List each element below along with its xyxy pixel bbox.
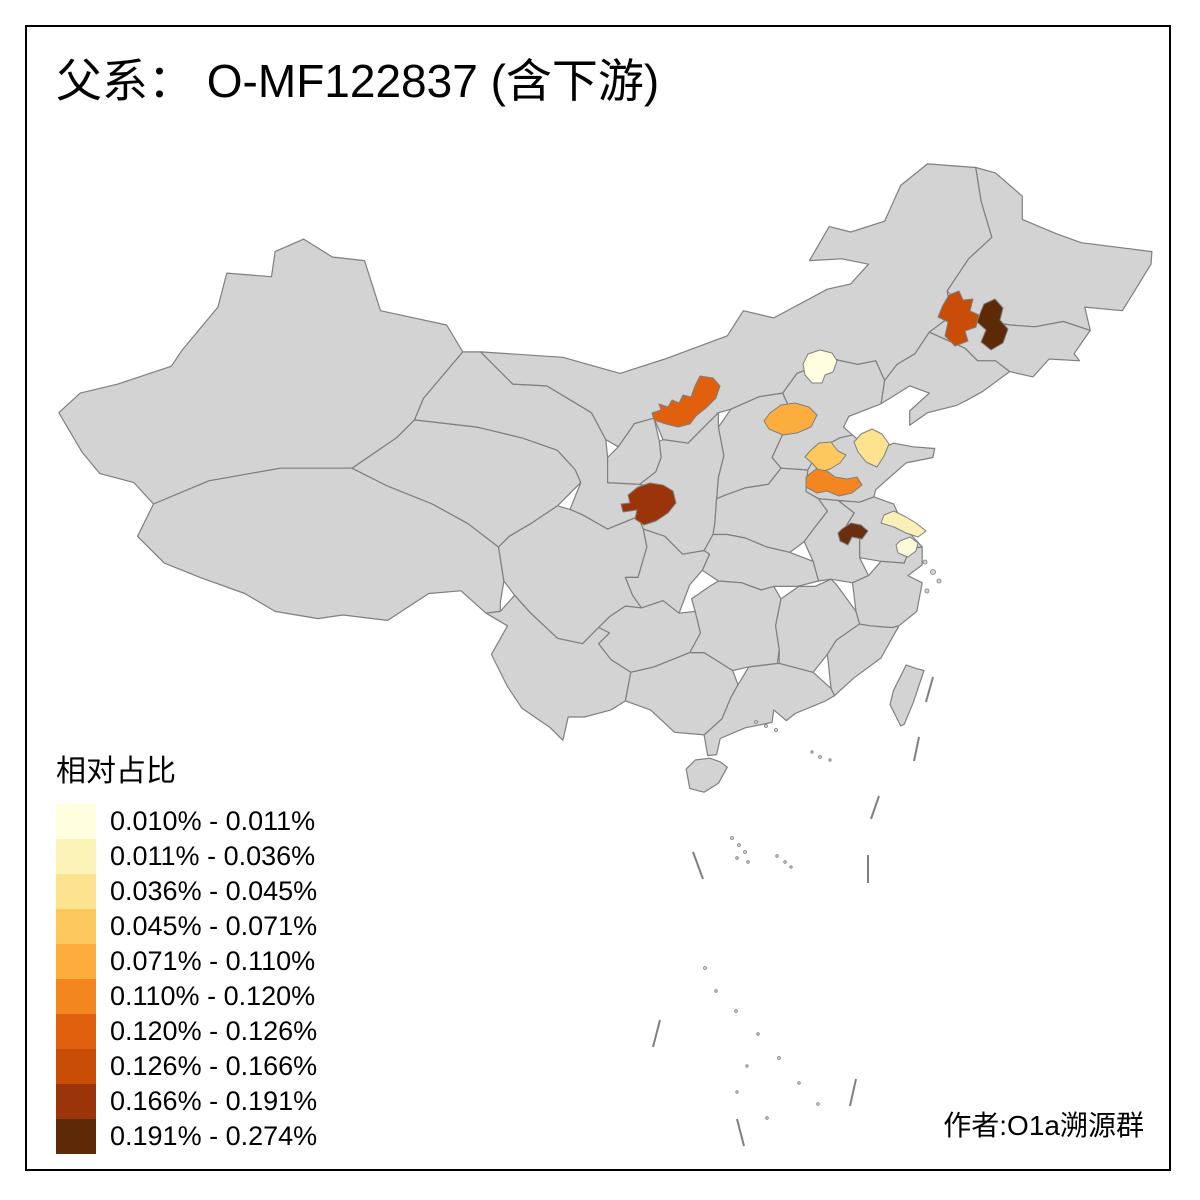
island-dot xyxy=(775,854,779,858)
island-dot xyxy=(737,843,741,847)
island-dot xyxy=(764,724,768,728)
map-region-north-henan-border xyxy=(804,441,847,473)
legend-rows: 0.010% - 0.011% 0.011% - 0.036% 0.036% - 0… xyxy=(56,804,317,1154)
legend-swatch xyxy=(56,1119,96,1154)
map-region-north-shaanxi xyxy=(651,375,721,428)
legend-label: 0.126% - 0.166% xyxy=(110,1051,318,1081)
island-dot xyxy=(922,559,928,565)
map-region-northeast-west xyxy=(937,290,980,347)
island-dot xyxy=(789,865,793,869)
island-dot xyxy=(774,728,778,732)
legend-swatch xyxy=(56,839,96,874)
island-dot xyxy=(735,1090,739,1094)
dash-line-segment xyxy=(870,795,880,820)
island-dot xyxy=(783,860,787,864)
island-dot xyxy=(714,989,718,993)
island-dot xyxy=(754,720,758,724)
island-dot xyxy=(703,966,707,970)
province-yunnan xyxy=(485,594,632,741)
author-caption: 作者:O1a溯源群 xyxy=(943,1110,1144,1141)
dash-line-segment xyxy=(925,676,934,703)
island-dot xyxy=(730,836,734,840)
island-dot xyxy=(816,1102,820,1106)
legend-row: 0.011% - 0.036% xyxy=(56,839,317,874)
map-region-mid-jiangsu xyxy=(880,510,927,538)
island-dot xyxy=(818,755,822,759)
provinces-layer xyxy=(58,163,1153,793)
map-region-southwest-shandong xyxy=(805,468,863,497)
dash-line-segment xyxy=(736,1118,745,1147)
legend-label: 0.120% - 0.126% xyxy=(110,1016,318,1046)
legend-swatch xyxy=(56,909,96,944)
legend-row: 0.166% - 0.191% xyxy=(56,1084,317,1119)
island-dot xyxy=(765,1116,769,1120)
legend-row: 0.126% - 0.166% xyxy=(56,1049,317,1084)
map-region-central-shaanxi xyxy=(620,482,677,526)
island-dot xyxy=(743,850,747,854)
legend-label: 0.071% - 0.110% xyxy=(110,946,316,976)
dash-line-segment xyxy=(652,1019,661,1048)
page-title: 父系： O-MF122837 (含下游) xyxy=(56,55,660,107)
legend-swatch xyxy=(56,874,96,909)
island-dot xyxy=(810,750,814,754)
legend-row: 0.120% - 0.126% xyxy=(56,1014,317,1049)
legend-swatch xyxy=(56,944,96,979)
island-dot xyxy=(936,578,942,584)
legend-swatch xyxy=(56,979,96,1014)
island-dot xyxy=(797,1081,801,1085)
legend-label: 0.110% - 0.120% xyxy=(110,981,316,1011)
map-region-central-anhui xyxy=(837,522,869,546)
legend-label: 0.036% - 0.045% xyxy=(110,876,318,906)
legend-row: 0.071% - 0.110% xyxy=(56,944,317,979)
legend-label: 0.045% - 0.071% xyxy=(110,911,318,941)
island-dot xyxy=(734,1009,738,1013)
map-region-central-shandong xyxy=(853,428,890,468)
island-dot xyxy=(777,1056,781,1060)
legend-row: 0.045% - 0.071% xyxy=(56,909,317,944)
islands-layer xyxy=(703,559,942,1120)
island-dot xyxy=(828,758,832,762)
province-liaoning xyxy=(880,331,1011,426)
legend-row: 0.010% - 0.011% xyxy=(56,804,317,839)
province-hainan xyxy=(685,757,728,793)
legend-swatch xyxy=(56,1049,96,1084)
legend-label: 0.011% - 0.036% xyxy=(110,841,316,871)
map-region-south-jiangsu xyxy=(895,536,919,558)
legend-label: 0.010% - 0.011% xyxy=(110,806,316,836)
map-region-northeast-east xyxy=(976,298,1009,351)
map-region-south-hebei xyxy=(763,402,818,436)
island-dot xyxy=(745,1064,749,1068)
legend-swatch xyxy=(56,804,96,839)
dash-line-segment xyxy=(849,1078,857,1107)
province-taiwan xyxy=(889,664,925,727)
highlighted-regions-layer xyxy=(620,290,1009,558)
legend: 相对占比 0.010% - 0.011% 0.011% - 0.036% 0.036… xyxy=(56,746,317,1154)
legend-swatch xyxy=(56,1084,96,1119)
dash-line-segment xyxy=(913,736,920,762)
legend-swatch xyxy=(56,1014,96,1049)
map-region-beijing xyxy=(802,349,838,384)
legend-row: 0.110% - 0.120% xyxy=(56,979,317,1014)
legend-label: 0.166% - 0.191% xyxy=(110,1086,318,1116)
island-dot xyxy=(924,588,930,594)
island-dot xyxy=(746,860,750,864)
island-dot xyxy=(735,856,739,860)
island-dot xyxy=(756,1032,760,1036)
legend-row: 0.036% - 0.045% xyxy=(56,874,317,909)
legend-label: 0.191% - 0.274% xyxy=(110,1121,318,1151)
province-hunan xyxy=(689,580,782,672)
legend-title: 相对占比 xyxy=(56,755,176,788)
island-dot xyxy=(930,569,936,575)
legend-row: 0.191% - 0.274% xyxy=(56,1119,317,1154)
dash-line-segment xyxy=(692,851,704,880)
sea-dashline-layer xyxy=(652,676,934,1147)
